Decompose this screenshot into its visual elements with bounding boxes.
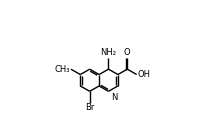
Text: Br: Br bbox=[85, 103, 94, 112]
Text: OH: OH bbox=[137, 70, 150, 79]
Text: CH₃: CH₃ bbox=[55, 65, 70, 74]
Text: N: N bbox=[111, 93, 117, 102]
Text: NH₂: NH₂ bbox=[100, 48, 117, 57]
Text: O: O bbox=[124, 48, 131, 57]
